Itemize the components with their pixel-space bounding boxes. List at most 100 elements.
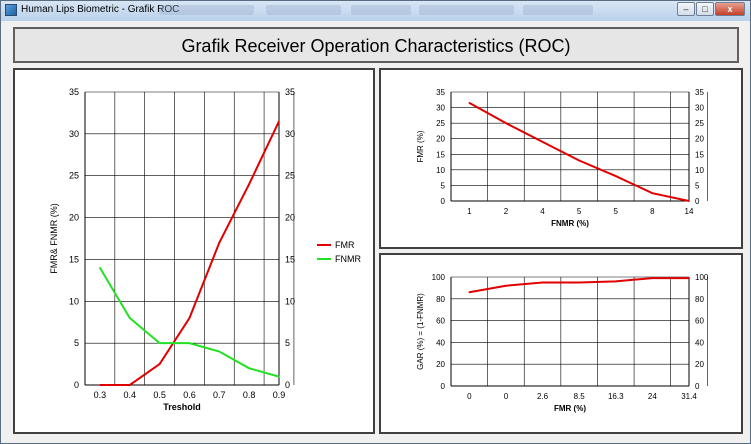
- x-tick-label: 2.6: [537, 392, 549, 401]
- background-tab-blur: [351, 5, 411, 15]
- x-tick-label: 8.5: [574, 392, 586, 401]
- background-tab-blur: [419, 5, 514, 15]
- data-point: [128, 317, 131, 319]
- data-point: [578, 281, 580, 284]
- x-tick-label: 0.5: [153, 390, 166, 400]
- y-tick-label: 10: [69, 296, 79, 306]
- y2-tick-label: 35: [285, 87, 295, 97]
- y2-tick-label: 15: [695, 150, 704, 159]
- y2-tick-label: 100: [695, 273, 709, 282]
- minimize-button[interactable]: –: [677, 2, 695, 16]
- series-line-fmr: [99, 120, 280, 386]
- x-tick-label: 0: [467, 392, 472, 401]
- data-point: [99, 384, 101, 386]
- data-point: [218, 350, 221, 353]
- data-point: [218, 241, 221, 244]
- y2-tick-label: 20: [695, 135, 704, 144]
- x-tick-label: 0.4: [124, 390, 137, 400]
- x-tick-label: 2: [504, 207, 509, 216]
- background-tab-blur: [159, 5, 254, 15]
- gar-fmr-chart-panel: 0 0 20 20 40 40 60 60 80 80 100 100 0 0 2.6 8.5 16.3 24 31…: [379, 253, 743, 434]
- y-tick-label: 0: [441, 197, 446, 206]
- y-axis-title: FMR& FNMR (%): [49, 203, 59, 274]
- title-bar[interactable]: Human Lips Biometric - Grafik ROC – □ x: [1, 1, 750, 21]
- x-axis-title: Treshold: [163, 402, 201, 412]
- page-title: Grafik Receiver Operation Characteristic…: [181, 36, 571, 56]
- data-point: [651, 192, 654, 195]
- y2-tick-label: 15: [285, 254, 295, 264]
- y-tick-label: 10: [436, 166, 445, 175]
- data-point: [278, 120, 280, 123]
- x-tick-label: 14: [685, 207, 694, 216]
- fmr-fnmr-chart: 0 0 5 5 10 10 15 15 20 20 25 25 30 30 35 35 1 2 4 5 5 8 14 FNMR…: [416, 88, 708, 228]
- data-point: [278, 375, 280, 378]
- data-point: [248, 367, 250, 370]
- y-tick-label: 100: [432, 273, 446, 282]
- y-tick-label: 35: [436, 88, 445, 97]
- y-tick-label: 15: [436, 150, 445, 159]
- y2-tick-label: 0: [695, 197, 700, 206]
- y2-tick-label: 30: [695, 104, 704, 113]
- fmr-fnmr-chart-panel: 0 0 5 5 10 10 15 15 20 20 25 25 30 30 35 35 1 2 4 5 5 8 14 FNMR…: [379, 68, 743, 249]
- y-axis-title: GAR (%) = (1-FNMR): [416, 293, 425, 370]
- data-point: [688, 277, 690, 279]
- background-tab-blur: [523, 5, 593, 15]
- data-point: [541, 141, 544, 143]
- data-point: [541, 281, 544, 284]
- close-button[interactable]: x: [715, 2, 745, 16]
- data-point: [128, 384, 131, 386]
- y-tick-label: 80: [436, 295, 445, 304]
- x-tick-label: 0: [504, 392, 509, 401]
- threshold-chart: 0 0 5 5 10 10 15 15 20 20 25 25 30 30 35 35 0.3 0.4 0.5 0.6…: [49, 87, 361, 412]
- y-tick-label: 30: [436, 104, 445, 113]
- x-tick-label: 5: [577, 207, 582, 216]
- x-tick-label: 0.9: [273, 390, 286, 400]
- x-tick-label: 0.7: [213, 390, 226, 400]
- data-point: [468, 102, 471, 104]
- window-title: Human Lips Biometric - Grafik ROC: [21, 4, 180, 15]
- y-tick-label: 35: [69, 87, 79, 97]
- data-point: [651, 277, 654, 279]
- y2-tick-label: 40: [695, 338, 704, 347]
- y2-tick-label: 25: [285, 171, 295, 181]
- x-tick-label: 16.3: [608, 392, 624, 401]
- x-tick-label: 0.3: [94, 390, 107, 400]
- x-tick-label: 1: [467, 207, 472, 216]
- data-point: [688, 200, 690, 202]
- gar-fmr-chart: 0 0 20 20 40 40 60 60 80 80 100 100 0 0 2.6 8.5 16.3 24 31…: [416, 273, 709, 413]
- data-point: [505, 122, 507, 124]
- y-tick-label: 25: [69, 171, 79, 181]
- client-area: Grafik Receiver Operation Characteristic…: [7, 21, 744, 441]
- y2-tick-label: 10: [285, 296, 295, 306]
- y-tick-label: 0: [441, 382, 446, 391]
- y-tick-label: 5: [74, 338, 79, 348]
- y2-tick-label: 60: [695, 317, 704, 326]
- y-tick-label: 15: [69, 254, 79, 264]
- y2-tick-label: 25: [695, 119, 704, 128]
- data-point: [188, 317, 191, 319]
- y2-tick-label: 10: [695, 166, 704, 175]
- data-point: [614, 175, 617, 177]
- threshold-chart-panel: 0 0 5 5 10 10 15 15 20 20 25 25 30 30 35 35 0.3 0.4 0.5 0.6…: [13, 68, 375, 434]
- x-axis-title: FMR (%): [554, 404, 586, 413]
- y-tick-label: 40: [436, 338, 445, 347]
- x-tick-label: 8: [650, 207, 655, 216]
- maximize-button[interactable]: □: [696, 2, 714, 16]
- data-point: [614, 280, 617, 283]
- data-point: [158, 342, 161, 344]
- legend-label: FMR: [335, 240, 355, 250]
- header-panel: Grafik Receiver Operation Characteristic…: [13, 27, 739, 63]
- data-point: [248, 183, 250, 185]
- series-line-fnmr: [99, 267, 280, 378]
- data-point: [505, 284, 507, 287]
- x-tick-label: 5: [614, 207, 619, 216]
- x-tick-label: 24: [648, 392, 657, 401]
- data-point: [158, 363, 161, 365]
- y2-tick-label: 0: [695, 382, 700, 391]
- app-icon: [5, 4, 17, 16]
- x-tick-label: 31.4: [681, 392, 697, 401]
- y2-tick-label: 20: [695, 360, 704, 369]
- x-axis-title: FNMR (%): [551, 219, 589, 228]
- data-point: [578, 159, 580, 162]
